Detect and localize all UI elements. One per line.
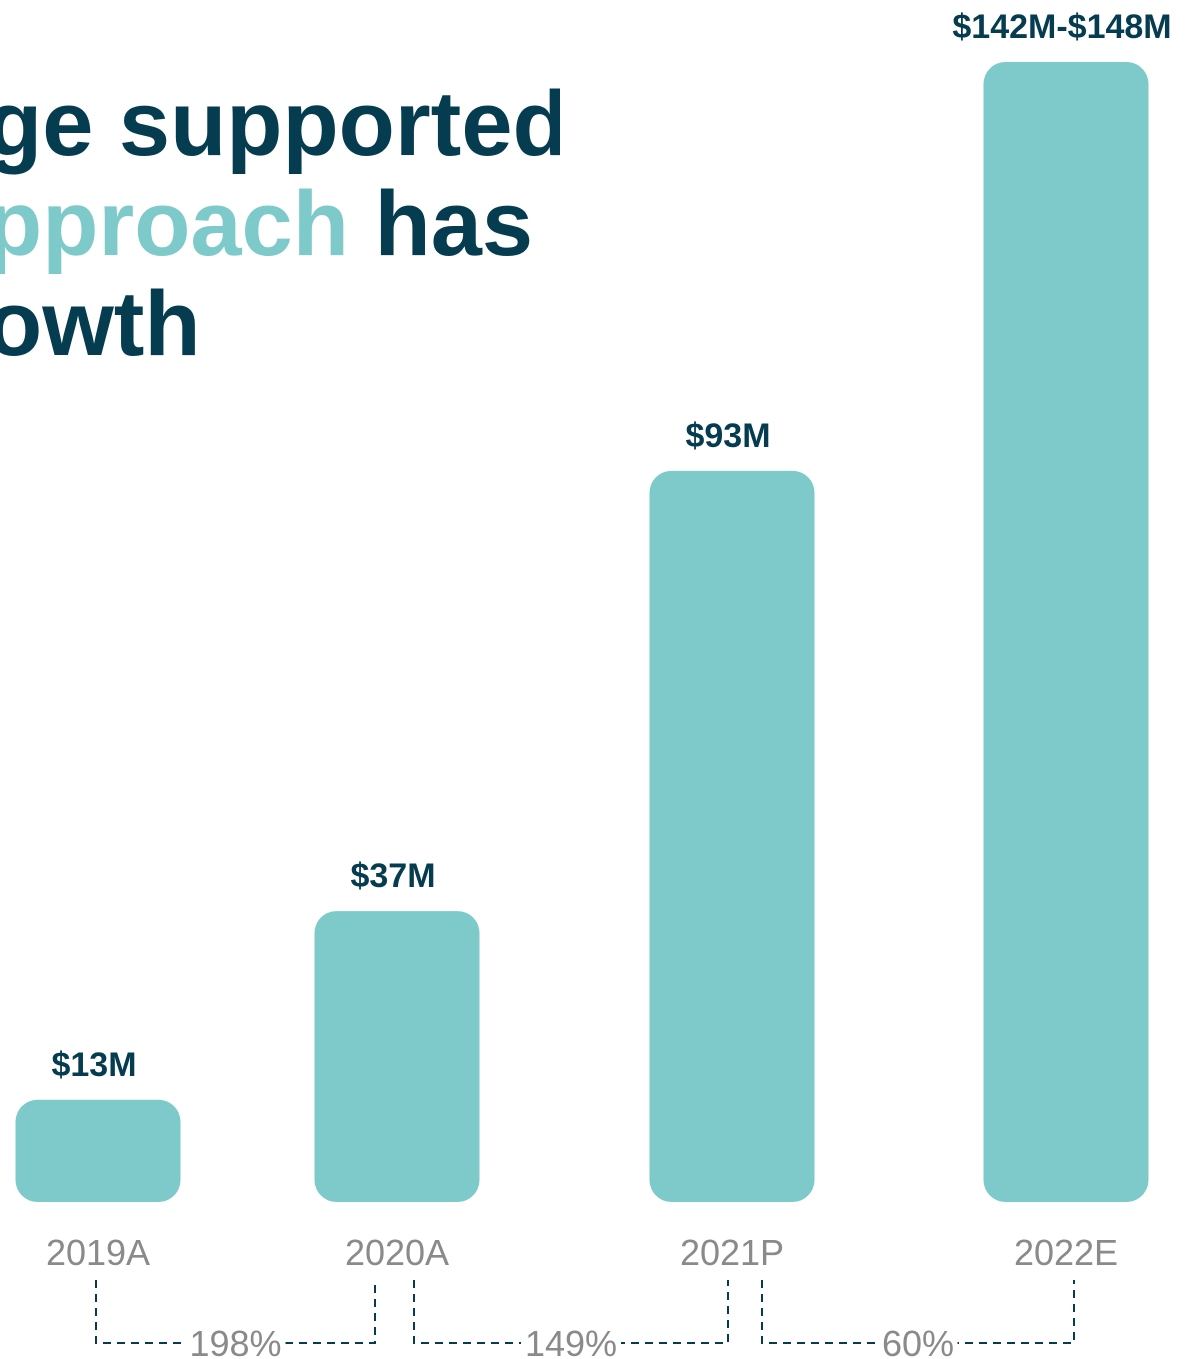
growth-bracket-2020A-2021P (413, 1280, 729, 1344)
growth-label-2019A-2020A: 198% (189, 1323, 281, 1359)
headline: ge supported pproach has owth (0, 74, 560, 374)
category-label-2022E: 2022E (1014, 1232, 1118, 1273)
category-label-2021P: 2021P (680, 1232, 784, 1273)
growth-bracket-2021P-2022E (761, 1280, 1075, 1344)
headline-accent: pproach (0, 173, 349, 275)
bar-2021P (649, 470, 815, 1202)
growth-label-backdrop (521, 1337, 621, 1349)
growth-label-backdrop (878, 1337, 958, 1349)
bar-2020A (314, 911, 480, 1202)
value-label-2019A: $13M (51, 1046, 136, 1084)
category-label-2020A: 2020A (345, 1232, 449, 1273)
category-label-2019A: 2019A (46, 1232, 150, 1273)
value-label-2020A: $37M (350, 857, 435, 895)
growth-label-backdrop (185, 1337, 286, 1349)
growth-label-2021P-2022E: 60% (882, 1323, 954, 1359)
headline-line-2: pproach has (0, 174, 533, 274)
value-label-2021P: $93M (685, 417, 770, 455)
growth-label-2020A-2021P: 149% (525, 1323, 617, 1359)
headline-line-1: ge supported (0, 74, 560, 175)
headline-line-3: owth (0, 273, 201, 374)
bar-2022E (983, 62, 1149, 1202)
headline-line-2-rest: has (374, 173, 534, 275)
value-label-2022E: $142M-$148M (952, 8, 1171, 46)
bar-2019A (15, 1099, 181, 1202)
